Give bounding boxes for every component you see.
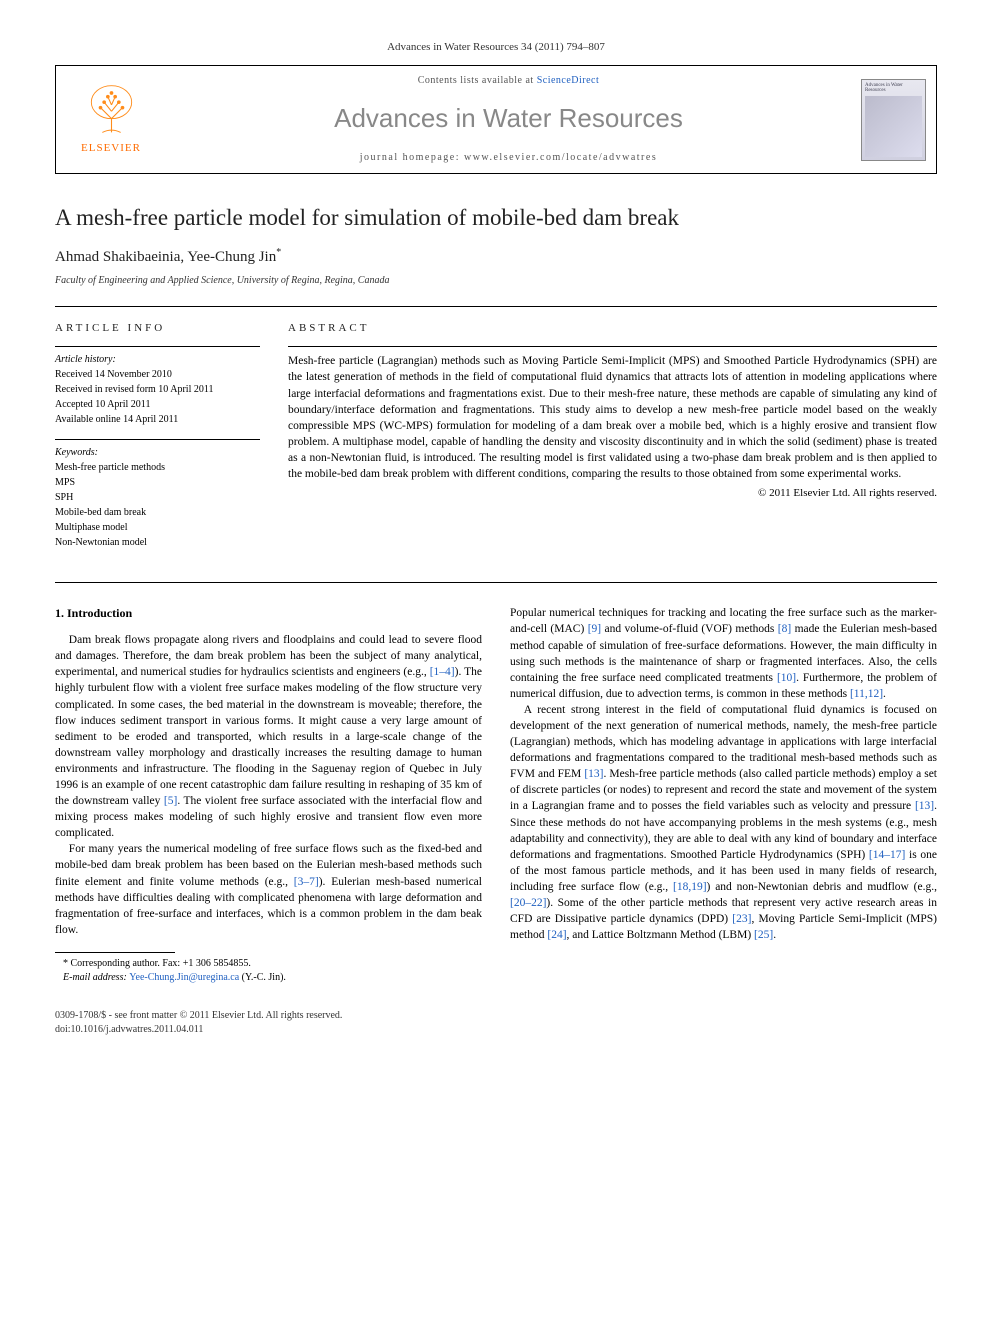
keyword: Non-Newtonian model xyxy=(55,536,260,550)
para-4: A recent strong interest in the field of… xyxy=(510,702,937,943)
elsevier-text: ELSEVIER xyxy=(81,141,141,156)
affiliation: Faculty of Engineering and Applied Scien… xyxy=(55,274,937,288)
journal-homepage: journal homepage: www.elsevier.com/locat… xyxy=(176,151,841,165)
front-matter-line: 0309-1708/$ - see front matter © 2011 El… xyxy=(55,1009,342,1023)
corresp-marker: * xyxy=(276,247,281,258)
ref-link[interactable]: [20–22] xyxy=(510,897,546,909)
para-3: Popular numerical techniques for trackin… xyxy=(510,605,937,702)
ref-link[interactable]: [25] xyxy=(754,929,773,941)
contents-list-line: Contents lists available at ScienceDirec… xyxy=(176,74,841,88)
authors-line: Ahmad Shakibaeinia, Yee-Chung Jin* xyxy=(55,246,937,268)
online-line: Available online 14 April 2011 xyxy=(55,413,260,427)
abstract-label: abstract xyxy=(288,321,937,336)
ref-link[interactable]: [23] xyxy=(732,913,751,925)
journal-name: Advances in Water Resources xyxy=(176,100,841,136)
authors: Ahmad Shakibaeinia, Yee-Chung Jin xyxy=(55,249,276,265)
ref-link[interactable]: [13] xyxy=(584,768,603,780)
footnote-separator xyxy=(55,952,175,953)
para-2: For many years the numerical modeling of… xyxy=(55,841,482,938)
ref-link[interactable]: [14–17] xyxy=(869,849,905,861)
elsevier-tree-icon xyxy=(84,82,139,137)
text: Dam break flows propagate along rivers a… xyxy=(55,634,482,678)
history-heading: Article history: xyxy=(55,353,260,367)
email-link[interactable]: Yee-Chung.Jin@uregina.ca xyxy=(129,972,239,983)
journal-header-box: ELSEVIER Contents lists available at Sci… xyxy=(55,65,937,173)
left-column: 1. Introduction Dam break flows propagat… xyxy=(55,605,482,985)
article-info-label: article info xyxy=(55,321,260,336)
body-columns: 1. Introduction Dam break flows propagat… xyxy=(55,605,937,985)
ref-link[interactable]: [18,19] xyxy=(673,881,707,893)
keyword: MPS xyxy=(55,476,260,490)
corresponding-footnote: * Corresponding author. Fax: +1 306 5854… xyxy=(55,957,482,971)
text: . xyxy=(773,929,776,941)
ref-link[interactable]: [8] xyxy=(778,623,791,635)
email-footnote: E-mail address: Yee-Chung.Jin@uregina.ca… xyxy=(55,971,482,985)
email-label: E-mail address: xyxy=(63,972,129,983)
ref-link[interactable]: [13] xyxy=(915,800,934,812)
ref-link[interactable]: [24] xyxy=(547,929,566,941)
email-tail: (Y.-C. Jin). xyxy=(239,972,286,983)
intro-heading: 1. Introduction xyxy=(55,605,482,622)
keyword: Multiphase model xyxy=(55,521,260,535)
elsevier-logo-cell: ELSEVIER xyxy=(56,66,166,172)
page-footer: 0309-1708/$ - see front matter © 2011 El… xyxy=(55,1009,937,1037)
keyword: Mesh-free particle methods xyxy=(55,461,260,475)
cover-thumbnail: Advances in Water Resources xyxy=(861,79,926,161)
received-line: Received 14 November 2010 xyxy=(55,368,260,382)
text: , and Lattice Boltzmann Method (LBM) xyxy=(567,929,754,941)
keywords-heading: Keywords: xyxy=(55,446,260,460)
ref-link[interactable]: [11,12] xyxy=(850,688,883,700)
history-block: Article history: Received 14 November 20… xyxy=(55,346,260,427)
article-title: A mesh-free particle model for simulatio… xyxy=(55,202,937,234)
copyright-line: © 2011 Elsevier Ltd. All rights reserved… xyxy=(288,486,937,501)
keyword: Mobile-bed dam break xyxy=(55,506,260,520)
para-1: Dam break flows propagate along rivers a… xyxy=(55,632,482,841)
text: . xyxy=(883,688,886,700)
ref-link[interactable]: [10] xyxy=(777,672,796,684)
abstract-column: abstract Mesh-free particle (Lagrangian)… xyxy=(288,321,937,562)
right-column: Popular numerical techniques for trackin… xyxy=(510,605,937,985)
cover-thumb-title: Advances in Water Resources xyxy=(865,83,922,94)
info-abstract-row: article info Article history: Received 1… xyxy=(55,321,937,562)
keyword: SPH xyxy=(55,491,260,505)
citation-header: Advances in Water Resources 34 (2011) 79… xyxy=(55,40,937,55)
text: and volume-of-fluid (VOF) methods xyxy=(601,623,778,635)
doi-line: doi:10.1016/j.advwatres.2011.04.011 xyxy=(55,1023,342,1037)
sciencedirect-link[interactable]: ScienceDirect xyxy=(537,75,600,86)
keywords-block: Keywords: Mesh-free particle methods MPS… xyxy=(55,439,260,550)
abstract-text: Mesh-free particle (Lagrangian) methods … xyxy=(288,346,937,482)
footer-left: 0309-1708/$ - see front matter © 2011 El… xyxy=(55,1009,342,1037)
text: ). The highly turbulent flow with a viol… xyxy=(55,666,482,807)
article-info-column: article info Article history: Received 1… xyxy=(55,321,260,562)
divider xyxy=(55,306,937,307)
ref-link[interactable]: [9] xyxy=(588,623,601,635)
divider xyxy=(55,582,937,583)
ref-link[interactable]: [1–4] xyxy=(430,666,455,678)
journal-center: Contents lists available at ScienceDirec… xyxy=(166,66,851,172)
ref-link[interactable]: [5] xyxy=(164,795,177,807)
accepted-line: Accepted 10 April 2011 xyxy=(55,398,260,412)
text: ) and non-Newtonian debris and mudflow (… xyxy=(707,881,937,893)
contents-prefix: Contents lists available at xyxy=(418,75,537,86)
cover-thumbnail-cell: Advances in Water Resources xyxy=(851,66,936,172)
revised-line: Received in revised form 10 April 2011 xyxy=(55,383,260,397)
ref-link[interactable]: [3–7] xyxy=(294,876,319,888)
